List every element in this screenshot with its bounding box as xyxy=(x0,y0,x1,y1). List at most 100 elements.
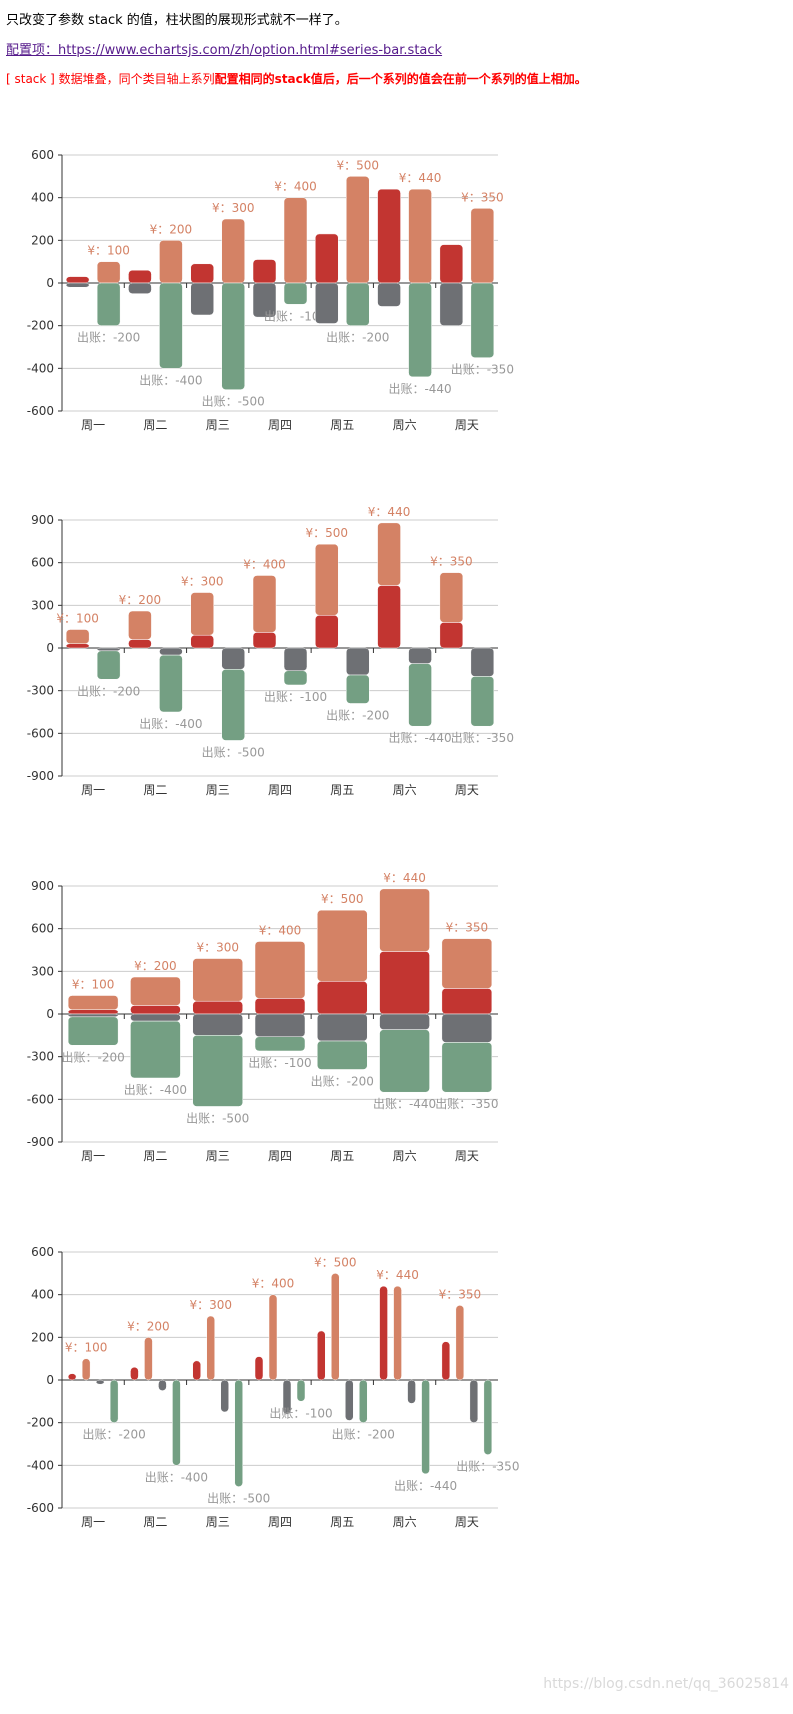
bar-red xyxy=(128,269,152,284)
bar-green xyxy=(359,1379,368,1423)
y-tick-label: -200 xyxy=(27,319,54,333)
bar-red xyxy=(439,244,464,284)
bar-gray xyxy=(159,647,183,656)
bar-label-expense: 出账：-440 xyxy=(394,1479,457,1493)
note-lead: [ stack ] 数据堆叠，同个类目轴上系列 xyxy=(6,72,215,86)
bar-label-expense: 出账：-500 xyxy=(207,1492,270,1506)
bar-label-income: ¥：100 xyxy=(65,1341,108,1355)
bar-orange xyxy=(317,909,368,982)
bar-gray xyxy=(346,647,370,676)
x-tick-label: 周五 xyxy=(330,1149,354,1163)
bar-label-income: ¥：440 xyxy=(368,505,411,519)
bar-orange xyxy=(455,1305,465,1381)
bar-green xyxy=(221,669,245,741)
bar-label-expense: 出账：-440 xyxy=(388,731,451,745)
bar-orange xyxy=(252,575,277,633)
bar-label-expense: 出账：-200 xyxy=(311,1074,374,1088)
bar-green xyxy=(67,1016,119,1046)
bar-label-expense: 出账：-500 xyxy=(186,1111,249,1125)
bar-label-income: ¥：400 xyxy=(243,557,286,571)
bar-label-income: ¥：200 xyxy=(134,959,177,973)
bar-green xyxy=(109,1379,119,1423)
bar-gray xyxy=(379,1013,430,1030)
y-tick-label: 600 xyxy=(31,556,54,570)
bar-red xyxy=(377,188,401,284)
bar-green xyxy=(408,282,432,378)
bar-gray xyxy=(95,1379,105,1385)
bar-red xyxy=(377,585,401,649)
bar-orange xyxy=(221,218,245,284)
bar-orange xyxy=(192,958,243,1002)
x-tick-label: 周四 xyxy=(268,783,292,797)
bar-gray xyxy=(130,1013,181,1022)
chart-2: 900 600 300 0 -300 -600 -900 周一 周二 周三 周四 周五 周六 周天 ¥：10… xyxy=(27,505,514,797)
y-tick-label: 900 xyxy=(31,879,54,893)
bar-green xyxy=(483,1379,493,1455)
bar-red xyxy=(315,233,339,284)
note-bold: 配置相同的stack值后，后一个系列的值会在前一个系列的值上相加。 xyxy=(214,72,587,86)
x-tick-label: 周天 xyxy=(455,1515,479,1529)
bar-label-expense: 出账：-200 xyxy=(77,331,140,345)
bar-label-expense: 出账：-200 xyxy=(332,1428,395,1442)
bar-red xyxy=(192,1000,243,1015)
x-tick-label: 周五 xyxy=(330,418,354,432)
bar-label-income: ¥：350 xyxy=(439,1287,482,1301)
watermark: https://blog.csdn.net/qq_36025814 xyxy=(543,1676,789,1692)
bar-red xyxy=(379,1285,388,1381)
bar-label-expense: 出账：-350 xyxy=(435,1097,498,1111)
bar-orange xyxy=(377,522,401,586)
x-tick-label: 周六 xyxy=(393,1149,417,1163)
bar-gray xyxy=(282,1379,292,1415)
bar-orange xyxy=(130,976,181,1006)
bar-orange xyxy=(65,629,90,644)
y-tick-label: 900 xyxy=(31,513,54,527)
x-tick-label: 周六 xyxy=(393,418,417,432)
y-tick-label: 0 xyxy=(46,1373,54,1387)
y-tick-label: -400 xyxy=(27,1458,54,1472)
stack-note: [ stack ] 数据堆叠，同个类目轴上系列配置相同的stack值后，后一个系… xyxy=(6,70,587,87)
bar-gray xyxy=(469,1379,479,1423)
y-tick-label: -600 xyxy=(27,726,54,740)
bar-green xyxy=(379,1029,430,1093)
bar-green xyxy=(159,282,183,369)
y-tick-label: -600 xyxy=(27,1092,54,1106)
bar-orange xyxy=(254,941,306,999)
bar-label-expense: 出账：-350 xyxy=(456,1460,519,1474)
y-tick-label: 600 xyxy=(31,922,54,936)
bar-label-income: ¥：440 xyxy=(383,871,426,885)
x-tick-label: 周一 xyxy=(81,1149,105,1163)
bar-label-income: ¥：300 xyxy=(181,575,224,589)
bar-label-expense: 出账：-350 xyxy=(451,731,514,745)
bar-label-income: ¥：350 xyxy=(461,190,504,204)
option-doc-link[interactable]: 配置项：https://www.echartsjs.com/zh/option.… xyxy=(6,43,443,58)
bar-green xyxy=(470,676,495,727)
bar-red xyxy=(252,632,277,649)
bar-green xyxy=(130,1020,181,1079)
x-tick-label: 周三 xyxy=(206,418,230,432)
y-tick-label: 400 xyxy=(31,1288,54,1302)
x-tick-label: 周二 xyxy=(143,783,167,797)
x-tick-label: 周二 xyxy=(143,1515,167,1529)
bar-label-expense: 出账：-200 xyxy=(326,708,389,722)
bar-green xyxy=(234,1379,243,1487)
x-tick-label: 周三 xyxy=(206,783,230,797)
bar-orange xyxy=(159,240,183,284)
bar-green xyxy=(283,670,308,686)
bar-green xyxy=(283,282,308,305)
bar-gray xyxy=(441,1013,493,1043)
bar-label-income: ¥：200 xyxy=(150,222,193,236)
bar-green xyxy=(96,650,121,680)
bar-label-expense: 出账：-400 xyxy=(145,1470,208,1484)
bar-label-income: ¥：440 xyxy=(399,171,442,185)
bar-orange xyxy=(283,197,308,284)
bar-label-income: ¥：500 xyxy=(306,526,349,540)
bar-label-expense: 出账：-200 xyxy=(62,1050,125,1064)
x-tick-label: 周天 xyxy=(455,1149,479,1163)
bar-green xyxy=(159,654,183,713)
bar-red xyxy=(254,1356,264,1381)
bar-label-income: ¥：100 xyxy=(87,244,130,258)
bar-label-income: ¥：300 xyxy=(189,1298,232,1312)
bar-green xyxy=(172,1379,181,1466)
bar-gray xyxy=(190,282,214,316)
bar-label-income: ¥：200 xyxy=(119,593,162,607)
